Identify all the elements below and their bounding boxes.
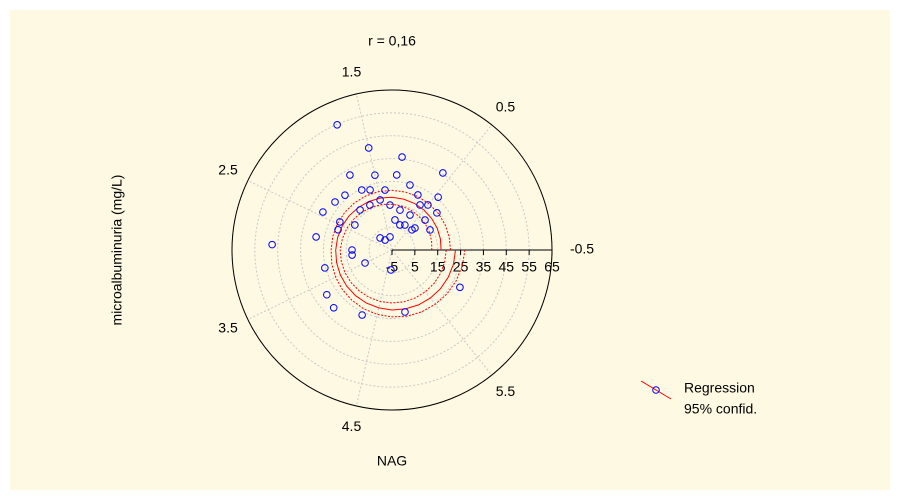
angular-tick-label: 4.5: [342, 418, 362, 434]
grid-spoke: [247, 180, 393, 251]
scatter-point: [348, 251, 356, 259]
scatter-point: [456, 283, 464, 292]
regression-line: [335, 196, 456, 311]
scatter-point: [321, 264, 329, 272]
legend-marker: [652, 386, 660, 394]
angular-tick-label: 3.5: [218, 320, 238, 336]
angular-tick-label: 5.5: [496, 383, 516, 399]
scatter-point: [401, 308, 409, 316]
scatter-point: [366, 201, 374, 209]
angular-tick-label: 0.5: [496, 98, 516, 114]
grid-spoke: [355, 249, 393, 407]
confidence-upper: [330, 189, 466, 318]
legend-line: [640, 380, 672, 400]
angular-tick-label: 2.5: [218, 162, 238, 178]
scatter-point: [387, 266, 395, 274]
scatter-point: [398, 153, 406, 161]
scatter-point: [351, 221, 359, 229]
scatter-point: [329, 303, 338, 312]
scatter-point: [346, 171, 354, 179]
scatter-point: [334, 225, 342, 234]
scatter-point: [371, 171, 379, 179]
scatter-point: [381, 186, 389, 194]
radial-tick-label: 35: [476, 259, 492, 275]
grid-spoke: [247, 249, 393, 320]
radial-tick-label: 55: [521, 259, 537, 275]
radial-tick-label: 15: [430, 259, 446, 275]
radial-tick-label: 5: [411, 259, 419, 275]
scatter-point: [341, 191, 349, 199]
confidence-lower: [339, 203, 447, 304]
radial-tick-label: 65: [544, 259, 560, 275]
scatter-point: [364, 144, 373, 152]
scatter-point: [336, 218, 344, 226]
scatter-point: [433, 209, 441, 217]
scatter-point: [421, 216, 429, 224]
scatter-point: [426, 226, 434, 234]
scatter-point: [396, 221, 404, 229]
scatter-point: [356, 206, 364, 214]
scatter-point: [406, 181, 414, 189]
scatter-point: [391, 216, 399, 224]
angular-tick-label: 1.5: [342, 63, 362, 79]
scatter-point: [396, 206, 404, 214]
legend-label: 95% confid.: [684, 401, 757, 417]
scatter-point: [319, 208, 327, 216]
radial-tick-label: 25: [453, 259, 469, 275]
angular-tick-label: -0.5: [570, 241, 594, 257]
scatter-point: [333, 121, 341, 129]
scatter-point: [386, 201, 394, 209]
y-axis-label: microalbuminuria (mg/L): [109, 175, 125, 326]
scatter-point: [376, 196, 384, 204]
scatter-point: [357, 186, 366, 194]
scatter-point: [358, 311, 366, 319]
scatter-point: [416, 201, 424, 209]
scatter-point: [414, 191, 422, 199]
scatter-point: [392, 171, 401, 179]
radial-tick-label: 45: [498, 259, 514, 275]
scatter-point: [366, 186, 374, 194]
scatter-point: [376, 234, 384, 242]
scatter-point: [331, 198, 339, 206]
scatter-point: [312, 233, 320, 241]
x-axis-label: NAG: [377, 453, 407, 469]
scatter-point: [406, 211, 414, 219]
legend-label: Regression: [684, 380, 755, 396]
scatter-point: [424, 201, 432, 209]
scatter-point: [401, 221, 409, 229]
chart-title: r = 0,16: [368, 33, 416, 49]
scatter-point: [411, 224, 419, 232]
scatter-point: [348, 246, 356, 254]
grid-spoke: [391, 124, 493, 251]
scatter-point: [386, 233, 394, 241]
scatter-point: [434, 193, 442, 201]
scatter-point: [361, 259, 369, 267]
grid-spoke: [391, 249, 493, 376]
scatter-point: [439, 169, 447, 177]
scatter-point: [322, 290, 331, 299]
scatter-point: [268, 240, 276, 249]
